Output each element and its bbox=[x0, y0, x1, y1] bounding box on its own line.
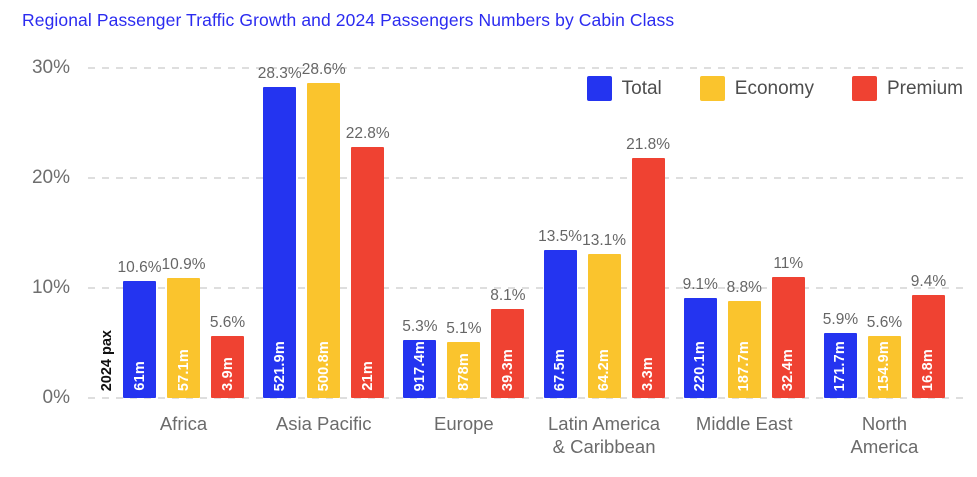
growth-pct-label: 8.8% bbox=[726, 279, 762, 297]
growth-pct-label: 10.6% bbox=[117, 259, 162, 277]
pax-value-label: 220.1m bbox=[692, 340, 709, 391]
legend-item-total[interactable]: Total bbox=[586, 76, 662, 101]
bar-economy[interactable]: 8.8% 187.7m bbox=[727, 279, 762, 398]
category-label: Middle East bbox=[695, 413, 793, 434]
bar-group-north-america: 5.9% 171.7m 5.6% 154.9m 9.4% 16.8m North Ameri… bbox=[823, 68, 946, 457]
bar-economy[interactable]: 13.1% 64.2m bbox=[582, 232, 626, 398]
grid-line-30 bbox=[88, 67, 965, 69]
legend-item-premium[interactable]: Premium bbox=[851, 76, 963, 101]
pax-value-label: 32.4m bbox=[780, 348, 797, 391]
bar-premium[interactable]: 5.6% 3.9m bbox=[210, 314, 245, 398]
growth-pct-label: 9.1% bbox=[682, 275, 718, 293]
legend-label: Premium bbox=[886, 77, 963, 99]
legend-label: Total bbox=[621, 77, 662, 99]
bar-total[interactable]: 5.9% 171.7m bbox=[823, 311, 858, 398]
bar-group-latin-america-caribbean: 13.5% 67.5m 13.1% 64.2m 21.8% 3.3m Latin Ameri… bbox=[538, 68, 670, 457]
bar-total[interactable]: 9.1% 220.1m bbox=[683, 276, 718, 398]
category-label: Africa bbox=[159, 413, 208, 434]
growth-pct-label: 8.1% bbox=[490, 286, 526, 304]
category-label: Asia Pacific bbox=[275, 413, 372, 434]
grid-line-0 bbox=[88, 397, 965, 399]
growth-pct-label: 5.3% bbox=[402, 317, 438, 335]
y-tick-label: 30% bbox=[31, 57, 70, 78]
pax-value-label: 57.1m bbox=[175, 348, 192, 391]
legend-swatch-premium bbox=[851, 76, 877, 101]
pax-value-label: 67.5m bbox=[552, 348, 569, 391]
pax-value-label: 500.8m bbox=[315, 340, 332, 391]
growth-pct-label: 21.8% bbox=[626, 136, 671, 154]
category-label: Europe bbox=[434, 413, 494, 434]
category-label: Latin America & Caribbean bbox=[548, 413, 661, 457]
pax-value-label: 39.3m bbox=[499, 348, 516, 391]
y-tick-label: 20% bbox=[31, 167, 70, 188]
growth-pct-label: 10.9% bbox=[161, 256, 206, 274]
y-tick-label: 10% bbox=[31, 277, 70, 298]
pax-value-label: 21m bbox=[359, 361, 376, 391]
pax-value-label: 917.4m bbox=[411, 340, 428, 391]
growth-pct-label: 13.5% bbox=[538, 227, 583, 245]
bar-premium[interactable]: 22.8% 21m bbox=[346, 125, 390, 398]
y-axis: 0% 10% 20% 30% bbox=[0, 57, 78, 408]
bar-economy[interactable]: 5.6% 154.9m bbox=[867, 314, 902, 398]
pax-value-label: 187.7m bbox=[736, 340, 753, 391]
legend-swatch-total bbox=[586, 76, 612, 101]
legend-label: Economy bbox=[734, 77, 814, 99]
pax-value-label: 61m bbox=[131, 361, 148, 391]
bar-economy[interactable]: 10.9% 57.1m bbox=[162, 256, 205, 398]
pax-value-label: 16.8m bbox=[920, 348, 937, 391]
bar-total[interactable]: 28.3% 521.9m bbox=[258, 65, 302, 398]
bar-economy[interactable]: 28.6% 500.8m bbox=[302, 61, 346, 398]
bar-premium[interactable]: 9.4% 16.8m bbox=[911, 273, 946, 398]
y-tick-label: 0% bbox=[42, 387, 70, 408]
legend-swatch-economy bbox=[699, 76, 725, 101]
growth-pct-label: 5.1% bbox=[446, 319, 482, 337]
pax-value-label: 3.9m bbox=[219, 357, 236, 391]
bar-group-africa: 10.6% 61m 10.9% 57.1m 5.6% 3.9m Africa bbox=[118, 68, 246, 434]
category-label: North America bbox=[850, 413, 919, 457]
growth-pct-label: 5.9% bbox=[822, 311, 859, 329]
growth-pct-label: 5.6% bbox=[209, 314, 246, 332]
grid-line-20 bbox=[88, 177, 965, 179]
bar-economy[interactable]: 5.1% 878m bbox=[446, 320, 482, 398]
growth-pct-label: 13.1% bbox=[582, 231, 627, 249]
legend-item-economy[interactable]: Economy bbox=[699, 76, 814, 101]
bar-group-middle-east: 9.1% 220.1m 8.8% 187.7m 11% 32.4m Middle East bbox=[683, 68, 805, 434]
growth-pct-label: 9.4% bbox=[910, 272, 947, 290]
growth-pct-label: 11% bbox=[773, 255, 804, 272]
bar-premium[interactable]: 8.1% 39.3m bbox=[490, 287, 526, 398]
pax-value-label: 521.9m bbox=[271, 340, 288, 391]
legend: Total Economy Premium bbox=[586, 76, 963, 101]
plot-area: 10.6% 61m 10.9% 57.1m 5.6% 3.9m Africa 28.3% 521… bbox=[88, 61, 965, 457]
growth-pct-label: 28.3% bbox=[257, 64, 302, 82]
grid-line-10 bbox=[88, 287, 965, 289]
bar-total[interactable]: 13.5% 67.5m bbox=[538, 228, 582, 398]
bar-groups-container: 10.6% 61m 10.9% 57.1m 5.6% 3.9m Africa 28.3% 521… bbox=[88, 61, 965, 457]
bar-group-europe: 5.3% 917.4m 5.1% 878m 8.1% 39.3m Europe bbox=[402, 68, 526, 434]
bar-total[interactable]: 10.6% 61m bbox=[118, 259, 161, 398]
pax-value-label: 64.2m bbox=[596, 348, 613, 391]
bar-premium[interactable]: 21.8% 3.3m bbox=[626, 136, 670, 398]
bar-total[interactable]: 5.3% 917.4m bbox=[402, 318, 438, 398]
bar-group-asia-pacific: 28.3% 521.9m 28.6% 500.8m 22.8% 21m Asia Pacif… bbox=[258, 61, 390, 434]
bar-premium[interactable]: 11% 32.4m bbox=[771, 255, 805, 398]
pax-value-label: 878m bbox=[455, 353, 472, 391]
pax-value-label: 171.7m bbox=[832, 340, 849, 391]
pax-value-label: 3.3m bbox=[640, 357, 657, 391]
growth-pct-label: 5.6% bbox=[866, 314, 903, 332]
pax-annotation-text: 2024 pax bbox=[99, 329, 115, 391]
chart-title: Regional Passenger Traffic Growth and 20… bbox=[22, 10, 675, 30]
growth-pct-label: 22.8% bbox=[345, 125, 390, 143]
pax-annotation: 2024 pax bbox=[99, 330, 115, 396]
growth-pct-label: 28.6% bbox=[301, 61, 346, 79]
pax-value-label: 154.9m bbox=[876, 340, 893, 391]
